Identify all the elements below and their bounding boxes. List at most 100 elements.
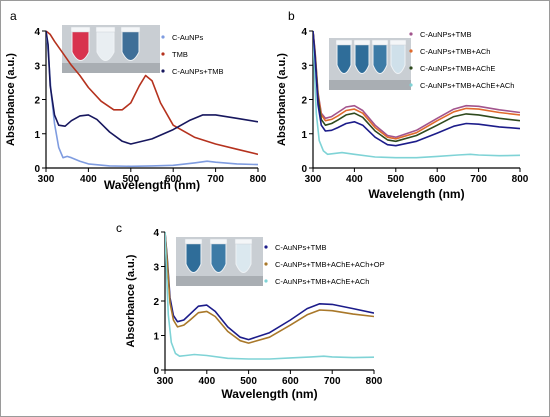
legend-marker	[161, 52, 165, 56]
legend-marker	[264, 245, 268, 249]
vial-cap	[371, 39, 389, 46]
x-tick-label: 700	[324, 376, 341, 387]
legend-marker	[409, 32, 413, 36]
series-line-2	[46, 30, 258, 156]
vial	[235, 242, 252, 274]
y-tick-label: 0	[153, 366, 159, 377]
y-tick-label: 3	[301, 61, 307, 72]
vial	[121, 30, 140, 62]
legend-marker	[264, 262, 268, 266]
vial-cap	[120, 26, 141, 33]
series-line-4	[313, 30, 520, 159]
x-tick-label: 400	[198, 376, 215, 387]
legend-label: C-AuNPs+TMB+AChE+ACh	[275, 277, 369, 286]
y-tick-label: 4	[34, 27, 40, 38]
legend-label: C-AuNPs+TMB	[275, 243, 326, 252]
vial	[185, 242, 202, 274]
vial-photo-floor	[176, 276, 263, 286]
vial	[210, 242, 227, 274]
x-tick-label: 800	[366, 376, 383, 387]
vial-cap	[70, 26, 91, 33]
y-axis-title: Absorbance (a.u.)	[125, 254, 137, 347]
series-line-1	[165, 231, 374, 341]
vial-cap	[184, 238, 203, 245]
vial-cap	[389, 39, 407, 46]
y-tick-label: 1	[301, 130, 307, 141]
legend-label: C-AuNPs+TMB+ACh	[420, 47, 490, 56]
legend-marker	[409, 66, 413, 70]
legend-label: C-AuNPs+TMB	[172, 67, 223, 76]
panel-label: a	[10, 9, 17, 23]
y-tick-label: 0	[301, 164, 307, 175]
vial	[354, 43, 370, 75]
x-tick-label: 600	[165, 174, 182, 185]
vial-cap	[335, 39, 353, 46]
legend-marker	[161, 35, 165, 39]
legend-marker	[409, 49, 413, 53]
series-line-5	[313, 30, 520, 147]
x-axis-title: Wavelength (nm)	[104, 178, 200, 192]
y-tick-label: 1	[153, 332, 159, 343]
x-tick-label: 800	[512, 174, 529, 185]
y-tick-label: 2	[34, 96, 40, 107]
series-line-3	[46, 30, 258, 145]
x-tick-label: 300	[38, 174, 55, 185]
vial-cap	[209, 238, 228, 245]
vial-cap	[95, 26, 116, 33]
series-line-1	[313, 30, 520, 138]
vial	[390, 43, 406, 75]
x-tick-label: 400	[80, 174, 97, 185]
y-tick-label: 1	[34, 130, 40, 141]
y-tick-label: 3	[34, 61, 40, 72]
x-axis-title: Wavelength (nm)	[368, 187, 464, 201]
series-line-3	[165, 231, 374, 360]
vial-photo-floor	[329, 80, 411, 90]
x-tick-label: 800	[250, 174, 267, 185]
y-tick-label: 4	[153, 228, 159, 239]
x-tick-label: 500	[240, 376, 257, 387]
x-tick-label: 500	[387, 174, 404, 185]
legend-marker	[409, 83, 413, 87]
series-line-2	[165, 231, 374, 344]
x-axis-title: Wavelength (nm)	[221, 387, 317, 401]
y-tick-label: 3	[153, 263, 159, 274]
series-line-1	[46, 30, 258, 168]
x-tick-label: 700	[470, 174, 487, 185]
vial	[71, 30, 90, 62]
x-tick-label: 300	[157, 376, 174, 387]
panel-b: b 0 1 2 3 4 300 400 500 600 700 800 Wavelength (nm) A…	[276, 9, 529, 201]
vial-photo-floor	[62, 63, 160, 73]
x-tick-label: 600	[429, 174, 446, 185]
x-tick-label: 500	[122, 174, 139, 185]
vial	[96, 30, 115, 62]
legend-marker	[161, 69, 165, 73]
y-axis-title: Absorbance (a.u.)	[5, 53, 17, 146]
vial-cap	[234, 238, 253, 245]
y-tick-label: 4	[301, 27, 307, 38]
legend-label: C-AuNPs+TMB+AChE+ACh+OP	[275, 260, 385, 269]
panel-c: c 0 1 2 3 4 300 400 500 600 700 800 Wavelength (nm) A…	[116, 221, 385, 401]
series-line-3	[313, 30, 520, 143]
x-tick-label: 300	[305, 174, 322, 185]
panel-label: c	[116, 221, 122, 235]
y-tick-label: 0	[34, 164, 40, 175]
legend-label: C-AuNPs	[172, 33, 204, 42]
y-tick-label: 2	[301, 96, 307, 107]
vial	[372, 43, 388, 75]
vial	[336, 43, 352, 75]
x-tick-label: 600	[282, 376, 299, 387]
legend-label: C-AuNPs+TMB	[420, 30, 471, 39]
y-axis-title: Absorbance (a.u.)	[276, 53, 288, 146]
x-tick-label: 700	[207, 174, 224, 185]
legend-label: C-AuNPs+TMB+AChE+ACh	[420, 81, 514, 90]
vial-cap	[353, 39, 371, 46]
legend-label: C-AuNPs+TMB+AChE	[420, 64, 495, 73]
panel-label: b	[288, 9, 295, 23]
y-tick-label: 2	[153, 297, 159, 308]
x-tick-label: 400	[346, 174, 363, 185]
panel-a: a 0 1 2 3 4 300 400 500 600 700 800 Wavelength (nm) A…	[5, 9, 267, 192]
legend-label: TMB	[172, 50, 188, 59]
series-line-2	[313, 30, 520, 140]
